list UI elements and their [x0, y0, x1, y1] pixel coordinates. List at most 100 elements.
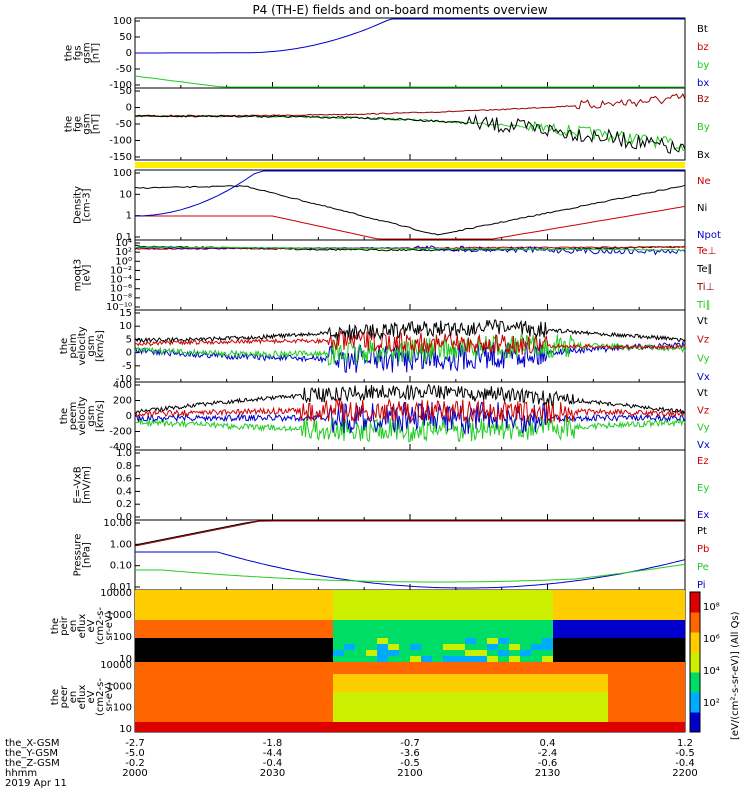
spectrogram-cell	[520, 698, 531, 704]
spectrogram-cell	[652, 680, 663, 686]
spectrogram-cell	[663, 638, 674, 644]
spectrogram-cell	[256, 590, 267, 596]
spectrogram-cell	[234, 722, 245, 728]
spectrogram-cell	[267, 602, 278, 608]
spectrogram-cell	[476, 710, 487, 716]
spectrogram-cell	[245, 728, 256, 732]
series-line	[134, 114, 686, 152]
spectrogram-cell	[465, 674, 476, 680]
series-line	[134, 415, 686, 443]
spectrogram-cell	[509, 644, 520, 650]
legend-Pe: Pe	[697, 562, 709, 573]
spectrogram-cell	[146, 608, 157, 614]
spectrogram-cell	[212, 722, 223, 728]
spectrogram-cell	[619, 680, 630, 686]
spectrogram-cell	[410, 644, 421, 650]
spectrogram-cell	[377, 644, 388, 650]
spectrogram-cell	[542, 668, 553, 674]
spectrogram-cell	[421, 644, 432, 650]
spectrogram-cell	[630, 602, 641, 608]
spectrogram-cell	[421, 596, 432, 602]
spectrogram-cell	[135, 608, 146, 614]
spectrogram-cell	[322, 680, 333, 686]
ytick-label: -5	[122, 361, 132, 372]
spectrogram-cell	[564, 656, 575, 662]
series-line	[134, 401, 686, 436]
spectrogram-cell	[289, 596, 300, 602]
spectrogram-cell	[278, 626, 289, 632]
spectrogram-cell	[300, 728, 311, 732]
spectrogram-cell	[487, 590, 498, 596]
spectrogram-cell	[212, 716, 223, 722]
spectrogram-cell	[146, 638, 157, 644]
spectrogram-cell	[212, 650, 223, 656]
panel-frame	[134, 169, 686, 241]
spectrogram-cell	[630, 620, 641, 626]
spectrogram-cell	[223, 698, 234, 704]
spectrogram-cell	[476, 728, 487, 732]
spectrogram-cell	[564, 614, 575, 620]
spectrogram-cell	[267, 632, 278, 638]
spectrogram-cell	[454, 662, 465, 668]
spectrogram-cell	[608, 674, 619, 680]
spectrogram-cell	[278, 638, 289, 644]
spectrogram-cell	[212, 710, 223, 716]
spectrogram-cell	[619, 662, 630, 668]
spectrogram-cell	[234, 716, 245, 722]
spectrogram-cell	[223, 650, 234, 656]
spectrogram-cell	[256, 716, 267, 722]
spectrogram-cell	[366, 692, 377, 698]
spectrogram-cell	[531, 590, 542, 596]
spectrogram-cell	[542, 650, 553, 656]
spectrogram-cell	[641, 728, 652, 732]
spectrogram-cell	[388, 644, 399, 650]
colorbar-frame	[689, 591, 701, 733]
footer-label: 2019 Apr 11	[5, 778, 67, 789]
spectrogram-cell	[652, 674, 663, 680]
ylabel-line: the	[64, 116, 75, 132]
colorbar-tick: 10⁴	[703, 666, 720, 677]
spectrogram-cell	[498, 680, 509, 686]
footer-value: 2130	[535, 768, 560, 779]
spectrogram-cell	[344, 608, 355, 614]
spectrogram-cell	[333, 656, 344, 662]
spectrogram-cell	[344, 728, 355, 732]
legend-By: By	[697, 122, 710, 133]
spectrogram-cell	[542, 632, 553, 638]
spectrogram-cell	[641, 698, 652, 704]
spectrogram-cell	[267, 596, 278, 602]
spectrogram-cell	[641, 674, 652, 680]
spectrogram-cell	[608, 632, 619, 638]
spectrogram-cell	[520, 722, 531, 728]
spectrogram-cell	[443, 722, 454, 728]
spectrogram-cell	[432, 668, 443, 674]
spectrogram-cell	[278, 590, 289, 596]
spectrogram-cell	[575, 596, 586, 602]
spectrogram-cell	[223, 602, 234, 608]
spectrogram-cell	[190, 656, 201, 662]
spectrogram-cell	[333, 668, 344, 674]
ylabel-line: gsm	[82, 113, 93, 134]
spectrogram-cell	[267, 638, 278, 644]
spectrogram-cell	[322, 596, 333, 602]
spectrogram-cell	[542, 680, 553, 686]
spectrogram-cell	[201, 692, 212, 698]
spectrogram-cell	[267, 626, 278, 632]
spectrogram-cell	[487, 704, 498, 710]
spectrogram-cell	[311, 602, 322, 608]
spectrogram-cell	[542, 644, 553, 650]
spectrogram-cell	[652, 632, 663, 638]
spectrogram-cell	[597, 728, 608, 732]
spectrogram-cell	[531, 686, 542, 692]
spectrogram-cell	[355, 638, 366, 644]
spectrogram-cell	[256, 698, 267, 704]
footer-label: the_Y-GSM	[5, 748, 58, 759]
legend-Vz: Vz	[697, 335, 709, 346]
spectrogram-cell	[443, 686, 454, 692]
spectrogram-cell	[553, 662, 564, 668]
legend-Ne: Ne	[697, 176, 711, 187]
spectrogram-cell	[366, 626, 377, 632]
spectrogram-cell	[366, 656, 377, 662]
spectrogram-cell	[586, 716, 597, 722]
spectrogram-cell	[399, 614, 410, 620]
